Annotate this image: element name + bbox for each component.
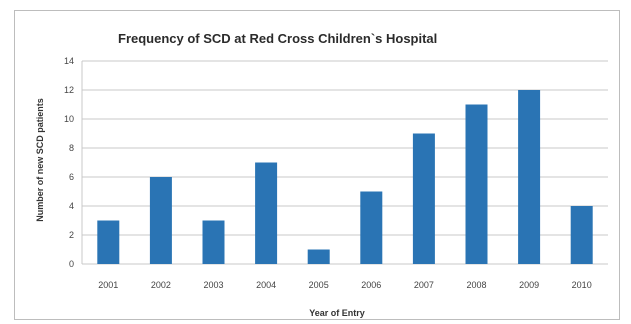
y-tick-label: 14	[64, 56, 74, 66]
y-tick-label: 0	[69, 259, 74, 269]
x-tick-label: 2007	[414, 280, 434, 290]
x-tick-label: 2009	[519, 280, 539, 290]
bars	[97, 90, 593, 264]
bar-2007	[412, 133, 435, 264]
y-tick-label: 10	[64, 114, 74, 124]
x-tick-labels: 2001 2002 2003 2004 2005 2006 2007 2008 2009 2010	[98, 280, 591, 290]
x-tick-label: 2008	[466, 280, 486, 290]
bar-2003	[202, 220, 225, 264]
x-tick-label: 2006	[361, 280, 381, 290]
x-tick-label: 2003	[203, 280, 223, 290]
bar-2004	[255, 162, 278, 264]
y-tick-label: 8	[69, 143, 74, 153]
bar-2009	[518, 90, 541, 264]
x-tick-label: 2005	[309, 280, 329, 290]
x-axis-title: Year of Entry	[309, 308, 365, 318]
y-tick-label: 6	[69, 172, 74, 182]
y-tick-label: 2	[69, 230, 74, 240]
x-tick-label: 2010	[572, 280, 592, 290]
x-tick-label: 2001	[98, 280, 118, 290]
bar-2008	[465, 104, 488, 264]
bar-2005	[307, 249, 330, 264]
bar-2001	[97, 220, 120, 264]
x-tick-label: 2004	[256, 280, 276, 290]
bar-2010	[570, 206, 593, 264]
y-tick-labels: 0 2 4 6 8 10 12 14	[64, 56, 74, 269]
x-tick-label: 2002	[151, 280, 171, 290]
bar-2006	[360, 191, 383, 264]
chart-title: Frequency of SCD at Red Cross Children`s…	[118, 31, 438, 46]
y-tick-label: 12	[64, 85, 74, 95]
bar-2002	[149, 177, 172, 264]
y-tick-label: 4	[69, 201, 74, 211]
